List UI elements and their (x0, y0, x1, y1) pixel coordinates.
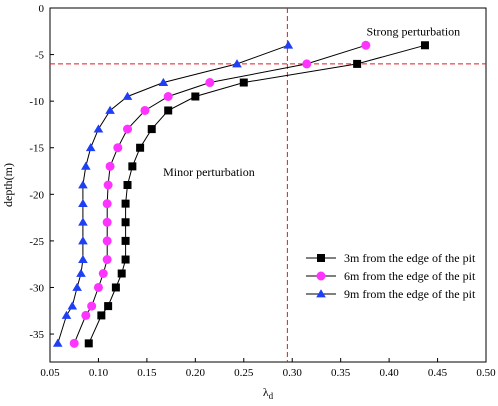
data-point-3 (76, 268, 86, 277)
data-point-1 (111, 283, 120, 292)
data-point-3 (52, 338, 63, 347)
y-tick-label: 0 (39, 3, 45, 15)
data-point-3 (78, 217, 88, 226)
x-tick-label: 0.50 (476, 367, 496, 379)
data-point-1 (121, 255, 130, 264)
annotation-minor: Minor perturbation (163, 165, 255, 179)
y-tick-label: -25 (29, 236, 44, 248)
data-point-3 (283, 40, 294, 49)
data-point-1 (117, 269, 126, 278)
y-tick-label: -30 (29, 282, 44, 294)
legend-label: 9m from the edge of the pit (344, 287, 476, 301)
data-point-2 (205, 78, 215, 88)
data-point-2 (113, 143, 123, 153)
legend: 3m from the edge of the pit 6m from the e… (300, 246, 480, 306)
data-point-2 (103, 180, 113, 190)
data-point-1 (97, 311, 106, 320)
data-point-3 (85, 143, 96, 152)
data-point-3 (81, 161, 91, 170)
legend-marker (316, 271, 326, 281)
data-point-2 (81, 310, 91, 320)
plot-frame (49, 7, 487, 363)
data-point-1 (147, 125, 156, 134)
y-axis-title: depth(m) (1, 163, 15, 207)
x-tick-label: 0.40 (379, 367, 399, 379)
data-point-2 (102, 199, 112, 209)
data-point-2 (105, 161, 115, 171)
data-point-1 (121, 236, 130, 245)
data-point-3 (93, 124, 104, 133)
data-point-3 (78, 180, 88, 189)
data-point-1 (420, 41, 429, 50)
data-point-1 (121, 199, 130, 208)
data-point-2 (163, 92, 173, 101)
data-point-3 (67, 301, 78, 310)
legend-label: 3m from the edge of the pit (344, 251, 476, 265)
x-axis-title-main: λ (263, 385, 269, 399)
data-point-3 (72, 282, 82, 291)
data-point-2 (93, 282, 103, 292)
data-point-1 (104, 302, 113, 311)
data-point-2 (123, 124, 133, 134)
data-point-1 (239, 78, 248, 87)
data-point-2 (102, 255, 112, 265)
data-point-2 (302, 59, 312, 69)
data-point-1 (123, 181, 132, 189)
data-point-1 (164, 106, 173, 115)
y-tick-label: -15 (29, 143, 44, 155)
data-point-3 (232, 59, 242, 68)
data-point-2 (98, 269, 108, 278)
x-tick-label: 0.05 (40, 367, 60, 379)
y-tick-label: -35 (29, 329, 44, 341)
legend-marker (317, 254, 325, 262)
legend-marker (316, 289, 326, 298)
data-point-1 (191, 92, 200, 101)
series-line-3 (57, 44, 289, 344)
data-point-1 (121, 218, 130, 227)
data-point-2 (87, 301, 97, 311)
x-tick-label: 0.20 (186, 367, 206, 379)
data-point-3 (105, 105, 115, 114)
y-tick-label: -20 (29, 189, 44, 201)
x-axis-title-sub: d (269, 391, 274, 401)
data-point-1 (128, 162, 137, 171)
annotation-strong: Strong perturbation (367, 24, 461, 38)
x-tick-label: 0.35 (331, 367, 351, 379)
data-point-2 (361, 40, 371, 50)
data-point-3 (78, 254, 88, 263)
x-tick-label: 0.45 (428, 367, 448, 379)
data-point-2 (140, 105, 150, 115)
x-axis-title: λd (263, 385, 274, 401)
data-point-3 (158, 77, 169, 86)
data-point-3 (122, 91, 133, 100)
data-point-3 (78, 236, 88, 245)
x-tick-label: 0.10 (89, 367, 109, 379)
x-tick-label: 0.30 (283, 367, 303, 379)
y-tick-label: -10 (29, 96, 44, 108)
y-tick-label: -5 (35, 50, 45, 62)
data-point-2 (102, 236, 112, 246)
data-point-2 (102, 217, 112, 227)
legend-label: 6m from the edge of the pit (344, 269, 476, 283)
x-tick-label: 0.15 (137, 367, 157, 379)
x-tick-label: 0.25 (234, 367, 254, 379)
data-point-3 (78, 198, 88, 208)
data-point-2 (69, 338, 79, 348)
data-point-1 (84, 339, 93, 348)
data-point-3 (61, 310, 72, 319)
data-point-1 (353, 59, 362, 68)
data-point-1 (136, 143, 145, 152)
